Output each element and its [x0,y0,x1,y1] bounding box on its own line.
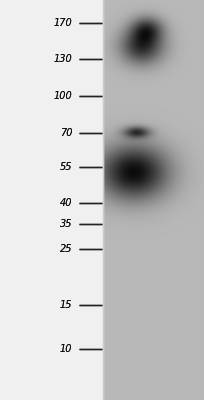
Text: 40: 40 [60,198,72,208]
Text: 130: 130 [54,54,72,64]
Text: 170: 170 [54,18,72,28]
Text: 25: 25 [60,244,72,254]
Text: 130: 130 [54,54,72,64]
Text: 15: 15 [60,300,72,310]
Bar [0,0,103,400]
Text: 55: 55 [60,162,72,172]
Text: 70: 70 [60,128,72,138]
Text: 55: 55 [60,162,72,172]
Text: 170: 170 [54,18,72,28]
Bar [104,0,204,400]
Text: 35: 35 [60,219,72,229]
Text: 40: 40 [60,198,72,208]
Text: 10: 10 [60,344,72,354]
Text: 25: 25 [60,244,72,254]
Text: 100: 100 [54,91,72,101]
Text: 10: 10 [60,344,72,354]
Text: 70: 70 [60,128,72,138]
Text: 15: 15 [60,300,72,310]
Text: 100: 100 [54,91,72,101]
Text: 35: 35 [60,219,72,229]
Bar [0,0,103,400]
